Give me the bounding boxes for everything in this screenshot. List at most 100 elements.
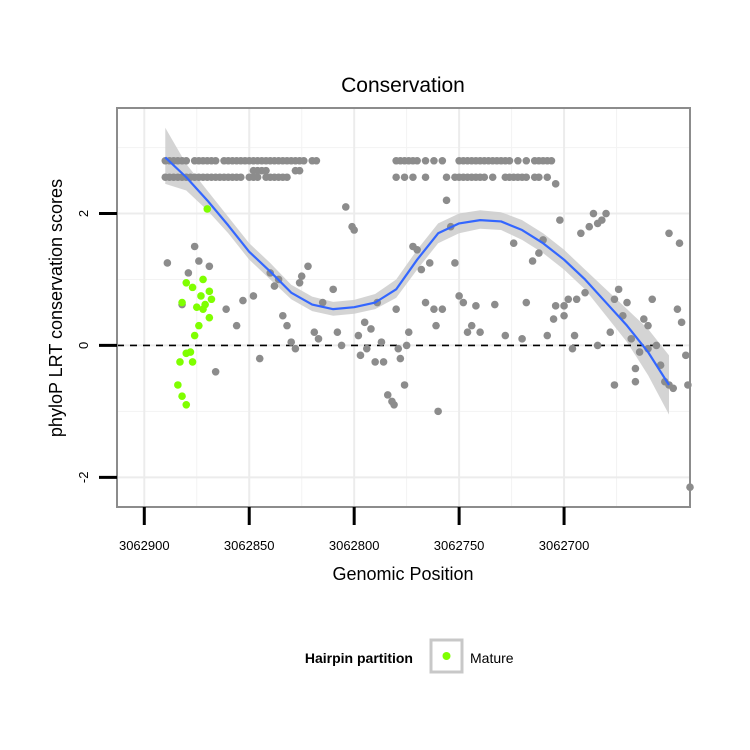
data-point-other [295,278,304,287]
smooth-line-layer [164,156,670,386]
data-point-other [675,239,684,247]
data-point-other [312,156,321,165]
legend-entry-mature: Mature [470,650,514,666]
data-point-other [549,315,558,323]
data-point-other [239,296,247,305]
data-point-other [253,173,262,182]
confidence-band [165,127,670,415]
data-point-mature [178,298,186,307]
data-point-other [421,173,430,182]
data-point-mature [199,275,207,284]
data-point-other [287,338,296,346]
data-point-other [438,305,447,313]
data-point-other [383,391,392,399]
data-point-other [556,216,564,224]
scatter-layer-other [161,156,694,492]
data-point-other [283,173,291,182]
legend-key-mature [442,652,451,660]
data-point-other [451,259,459,267]
data-point-other [463,328,472,337]
data-point-mature [188,283,197,292]
data-point-other [543,173,552,182]
data-point-other [249,292,258,300]
data-point-other [195,257,203,265]
y-axis: -2 0 2 [76,210,117,483]
data-point-other [392,173,400,182]
data-point-other [291,344,300,353]
data-point-other [237,173,245,182]
data-point-other [432,321,440,330]
data-point-other [652,341,661,350]
data-point-mature [182,349,191,358]
panel-border-layer [116,107,691,508]
data-point-other [589,209,598,218]
panel-border [116,107,691,508]
data-point-other [232,321,241,330]
data-point-other [631,364,640,373]
data-point-other [314,335,323,343]
y-tick-label: 0 [76,342,91,349]
data-point-other [371,358,379,366]
data-point-other [442,196,451,205]
data-point-other [211,368,220,376]
data-point-other [392,305,400,313]
data-point-other [341,203,350,211]
data-point-mature [195,321,203,330]
data-point-mature [174,381,182,389]
data-point-other [438,156,447,165]
data-point-other [610,381,619,389]
data-point-mature [182,278,191,287]
data-point-mature [182,400,191,409]
data-point-other [501,331,510,340]
data-point-other [577,229,585,238]
data-point-mature [197,292,205,300]
legend-title: Hairpin partition [305,650,413,666]
data-point-other [535,249,543,257]
data-point-other [518,335,526,343]
data-point-mature [203,205,212,213]
smooth-line [164,156,670,386]
scatter-layer-mature [174,205,216,409]
data-point-other [547,156,556,165]
data-point-other [505,156,514,165]
data-point-other [310,328,319,337]
data-point-other [627,335,636,343]
data-point-other [476,328,484,337]
data-point-other [644,321,652,330]
x-tick-label: 3062700 [539,538,590,553]
data-point-other [249,166,258,175]
data-point-other [390,400,398,409]
data-point-other [356,351,365,360]
y-axis-label: phyloP LRT conservation scores [46,179,66,437]
data-point-other [509,239,518,247]
data-point-other [491,300,499,309]
data-point-other [564,295,573,304]
data-point-other [255,354,264,363]
data-point-other [350,226,358,234]
data-point-other [551,302,560,310]
data-point-other [295,166,304,175]
data-point-other [430,156,438,165]
data-point-other [413,245,421,254]
data-point-other [417,265,426,274]
data-point-other [279,311,287,320]
data-point-other [543,331,552,340]
confidence-band-layer [165,127,670,415]
y-tick-label: -2 [76,472,91,484]
data-point-other [522,173,531,182]
data-point-other [409,173,417,182]
data-point-other [459,298,468,307]
data-point-other [360,318,369,327]
data-point-other [581,288,589,297]
data-point-other [211,156,220,165]
data-point-other [434,407,442,416]
data-point-mature [188,358,197,366]
data-point-other [425,259,434,267]
data-point-other [421,156,430,165]
data-point-mature [207,295,216,304]
data-point-other [304,262,312,271]
data-point-other [568,344,577,353]
x-tick-label: 3062800 [329,538,380,553]
data-point-other [270,282,279,290]
